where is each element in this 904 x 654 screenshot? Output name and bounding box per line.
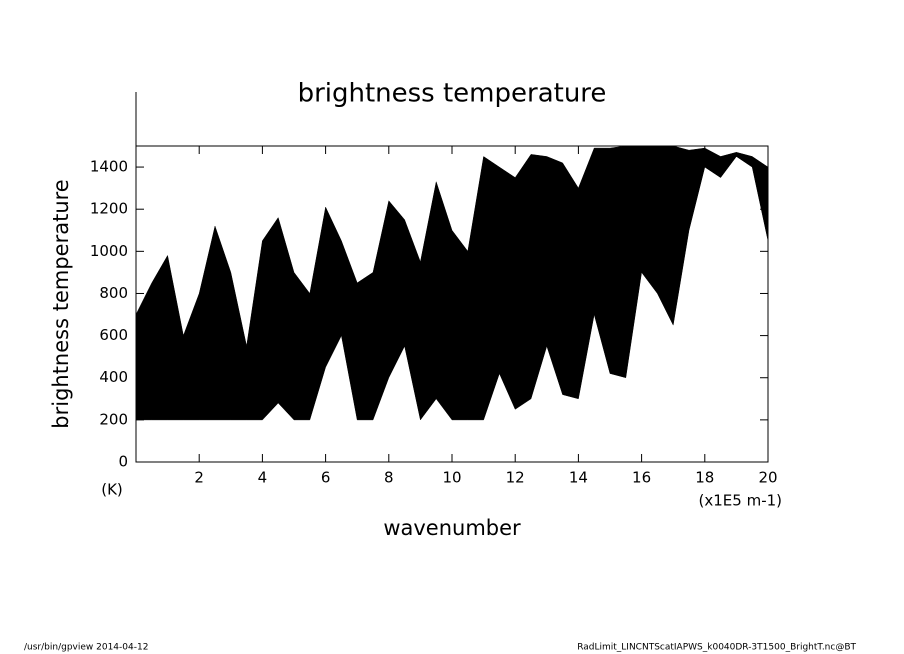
footer-left: /usr/bin/gpview 2014-04-12 bbox=[24, 643, 148, 653]
x-unit: (x1E5 m-1) bbox=[699, 492, 782, 510]
y-unit: (K) bbox=[101, 481, 123, 499]
chart-title: brightness temperature bbox=[298, 79, 607, 109]
x-tick-label: 2 bbox=[194, 469, 204, 487]
footer-right: RadLimit_LINCNTScatIAPWS_k0040DR-3T1500_… bbox=[577, 643, 856, 653]
y-tick-label: 0 bbox=[118, 453, 128, 471]
y-axis-label: brightness temperature bbox=[49, 179, 73, 428]
x-axis-label: wavenumber bbox=[383, 516, 521, 540]
x-tick-label: 8 bbox=[384, 469, 394, 487]
x-tick-label: 14 bbox=[569, 469, 588, 487]
y-tick-label: 600 bbox=[99, 326, 128, 344]
y-tick-label: 800 bbox=[99, 284, 128, 302]
area bbox=[135, 145, 769, 421]
x-tick-label: 4 bbox=[258, 469, 268, 487]
y-tick-label: 1400 bbox=[90, 158, 128, 176]
x-tick-label: 12 bbox=[506, 469, 525, 487]
y-tick-label: 200 bbox=[99, 410, 128, 428]
x-tick-label: 6 bbox=[321, 469, 331, 487]
x-tick-label: 16 bbox=[632, 469, 651, 487]
x-tick-label: 10 bbox=[442, 469, 461, 487]
x-tick-label: 20 bbox=[758, 469, 777, 487]
x-tick-label: 18 bbox=[695, 469, 714, 487]
y-tick-label: 400 bbox=[99, 368, 128, 386]
y-tick-label: 1000 bbox=[90, 242, 128, 260]
y-tick-label: 1200 bbox=[90, 200, 128, 218]
